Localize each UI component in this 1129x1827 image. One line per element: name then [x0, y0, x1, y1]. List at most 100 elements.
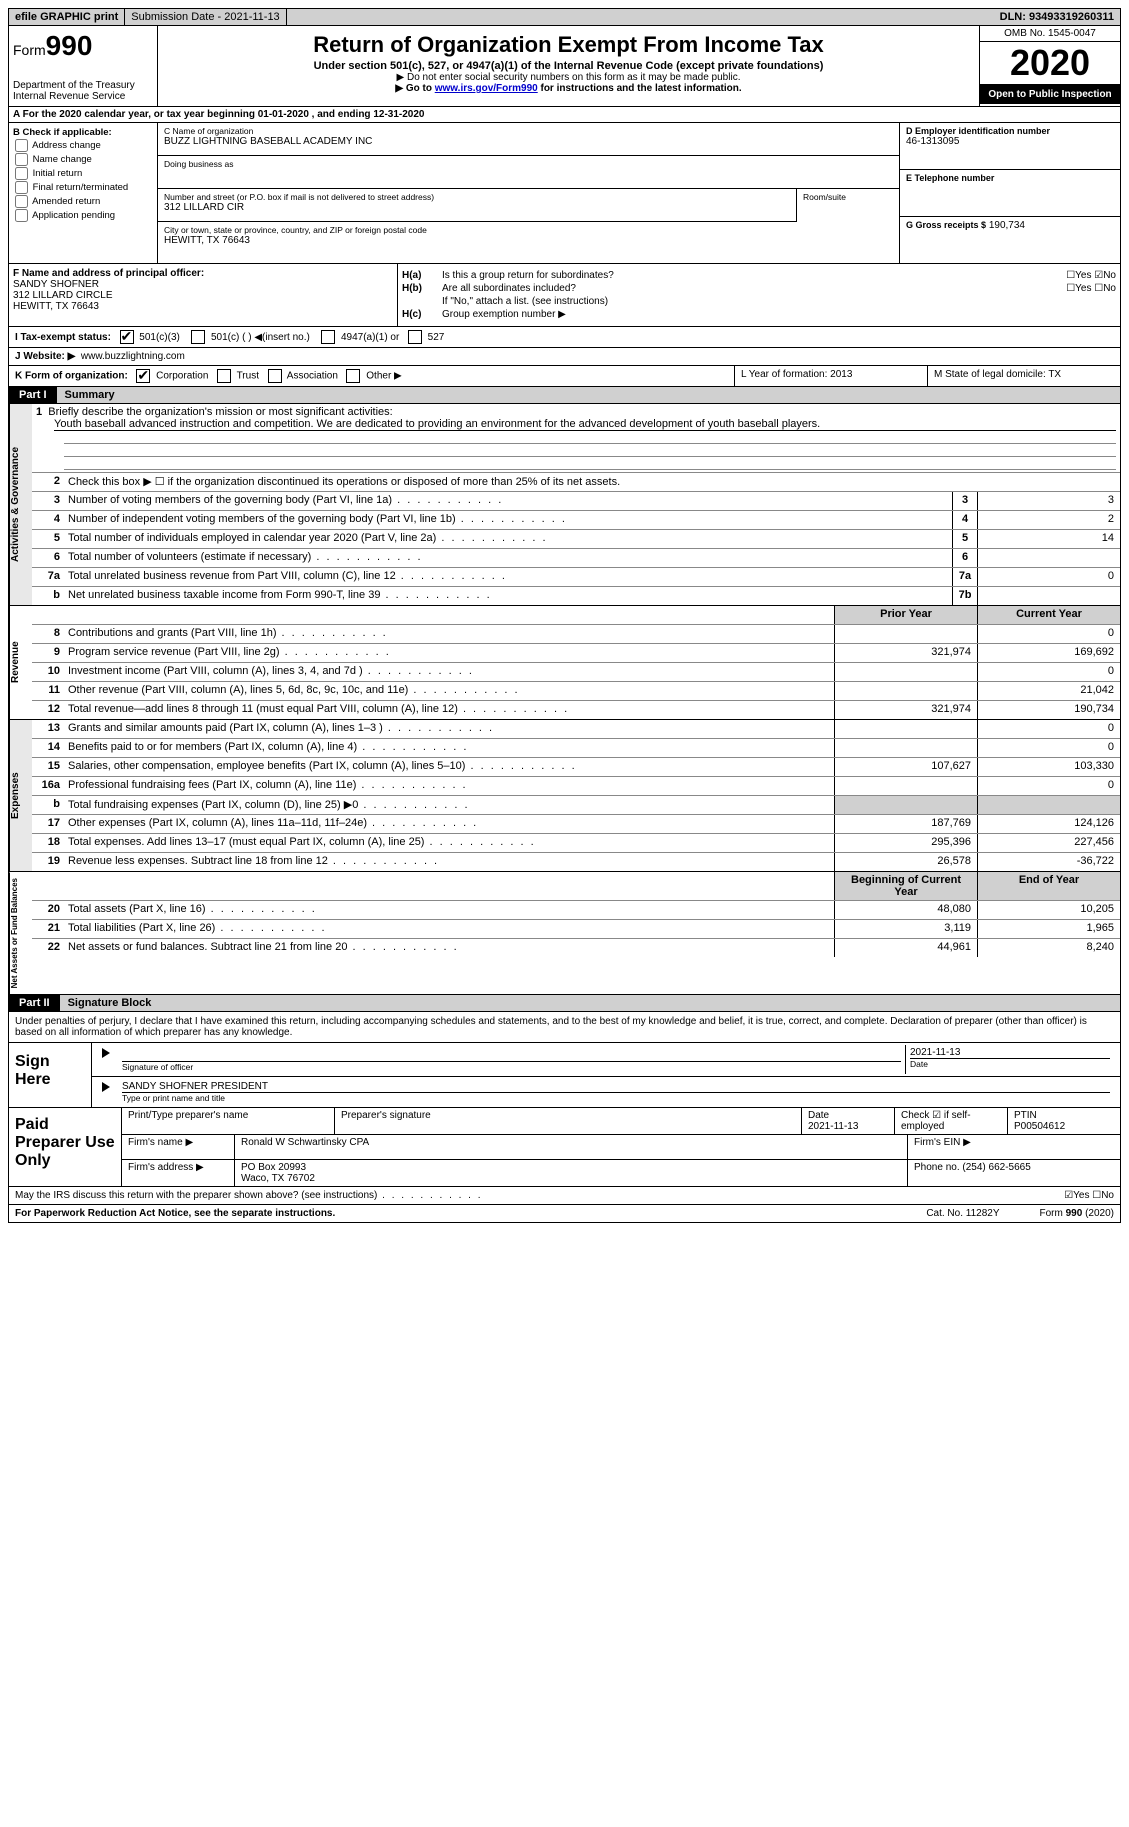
ptin-value: P00504612 — [1014, 1121, 1065, 1132]
prep-date: 2021-11-13 — [808, 1121, 858, 1132]
hb-answer[interactable]: ☐Yes ☐No — [986, 283, 1116, 294]
exp-row-b: b Total fundraising expenses (Part IX, c… — [32, 796, 1120, 815]
firm-ein-label: Firm's EIN ▶ — [908, 1135, 1120, 1159]
org-name-label: C Name of organization — [164, 126, 893, 136]
dept-treasury: Department of the Treasury Internal Reve… — [13, 80, 153, 102]
prep-date-label: Date — [808, 1110, 829, 1121]
discuss-answer[interactable]: ☑Yes ☐No — [1064, 1190, 1114, 1201]
arrow-icon — [102, 1048, 110, 1058]
tel-label: E Telephone number — [906, 173, 1114, 183]
cb-4947[interactable] — [321, 330, 335, 344]
cb-name-change[interactable]: Name change — [13, 153, 153, 166]
gov-row-5: 5 Total number of individuals employed i… — [32, 530, 1120, 549]
officer-addr2: HEWITT, TX 76643 — [13, 301, 99, 312]
form-title: Return of Organization Exempt From Incom… — [162, 32, 975, 58]
cb-assoc[interactable] — [268, 369, 282, 383]
exp-row-16a: 16a Professional fundraising fees (Part … — [32, 777, 1120, 796]
rev-row-9: 9 Program service revenue (Part VIII, li… — [32, 644, 1120, 663]
room-suite-label: Room/suite — [797, 189, 899, 222]
discuss-row: May the IRS discuss this return with the… — [8, 1187, 1121, 1205]
cb-corp[interactable] — [136, 369, 150, 383]
ha-answer[interactable]: ☐Yes ☑No — [986, 270, 1116, 281]
irs-link[interactable]: www.irs.gov/Form990 — [435, 83, 538, 94]
phone-label: Phone no. — [914, 1162, 960, 1173]
ptin-label: PTIN — [1014, 1110, 1037, 1121]
gov-row-b: b Net unrelated business taxable income … — [32, 587, 1120, 605]
rev-row-11: 11 Other revenue (Part VIII, column (A),… — [32, 682, 1120, 701]
row-a-period: A For the 2020 calendar year, or tax yea… — [8, 107, 1121, 123]
sig-date: 2021-11-13 — [910, 1047, 1110, 1058]
city-value: HEWITT, TX 76643 — [164, 235, 893, 246]
year-formation: L Year of formation: 2013 — [735, 366, 928, 386]
street-value: 312 LILLARD CIR — [164, 202, 790, 213]
rev-row-8: 8 Contributions and grants (Part VIII, l… — [32, 625, 1120, 644]
firm-addr: PO Box 20993 — [241, 1162, 306, 1173]
cb-other[interactable] — [346, 369, 360, 383]
part2-header: Part II Signature Block — [8, 995, 1121, 1012]
ein-value: 46-1313095 — [906, 136, 1114, 147]
exp-row-17: 17 Other expenses (Part IX, column (A), … — [32, 815, 1120, 834]
efile-print[interactable]: efile GRAPHIC print — [9, 9, 125, 25]
ha-label: H(a) — [402, 270, 442, 281]
dln: DLN: 93493319260311 — [994, 9, 1120, 25]
cb-501c3[interactable] — [120, 330, 134, 344]
arrow-icon — [102, 1082, 110, 1092]
prep-self-employed[interactable]: Check ☑ if self-employed — [895, 1108, 1008, 1134]
cb-527[interactable] — [408, 330, 422, 344]
city-label: City or town, state or province, country… — [164, 225, 893, 235]
gov-row-6: 6 Total number of volunteers (estimate i… — [32, 549, 1120, 568]
cb-address-change[interactable]: Address change — [13, 139, 153, 152]
col-end-year: End of Year — [977, 872, 1120, 900]
col-d-ein: D Employer identification number 46-1313… — [900, 123, 1120, 263]
ha-text: Is this a group return for subordinates? — [442, 270, 986, 281]
signature-block: Under penalties of perjury, I declare th… — [8, 1012, 1121, 1187]
col-c-org-info: C Name of organization BUZZ LIGHTNING BA… — [158, 123, 900, 263]
sign-here-label: Sign Here — [9, 1043, 92, 1107]
phone-value: (254) 662-5665 — [962, 1162, 1030, 1173]
exp-row-13: 13 Grants and similar amounts paid (Part… — [32, 720, 1120, 739]
firm-addr2: Waco, TX 76702 — [241, 1173, 315, 1184]
goto-note: ▶ Go to www.irs.gov/Form990 for instruct… — [162, 83, 975, 94]
form-number: Form990 — [13, 30, 153, 62]
cat-no: Cat. No. 11282Y — [926, 1208, 999, 1219]
na-row-20: 20 Total assets (Part X, line 16) 48,080… — [32, 901, 1120, 920]
gov-row-3: 3 Number of voting members of the govern… — [32, 492, 1120, 511]
top-bar: efile GRAPHIC print Submission Date - 20… — [8, 8, 1121, 26]
hb-text: Are all subordinates included? — [442, 283, 986, 294]
mission-label: Briefly describe the organization's miss… — [48, 406, 392, 418]
col-beginning-year: Beginning of Current Year — [834, 872, 977, 900]
cb-amended-return[interactable]: Amended return — [13, 195, 153, 208]
cb-501c[interactable] — [191, 330, 205, 344]
exp-row-19: 19 Revenue less expenses. Subtract line … — [32, 853, 1120, 871]
expenses-section: Expenses 13 Grants and similar amounts p… — [8, 720, 1121, 872]
col-current-year: Current Year — [977, 606, 1120, 624]
hc-label: H(c) — [402, 309, 442, 320]
firm-addr-label: Firm's address ▶ — [122, 1160, 235, 1186]
cb-initial-return[interactable]: Initial return — [13, 167, 153, 180]
officer-name: SANDY SHOFNER — [13, 279, 99, 290]
gov-row-4: 4 Number of independent voting members o… — [32, 511, 1120, 530]
gov-row-7a: 7a Total unrelated business revenue from… — [32, 568, 1120, 587]
ein-label: D Employer identification number — [906, 126, 1114, 136]
cb-trust[interactable] — [217, 369, 231, 383]
public-inspection: Open to Public Inspection — [980, 85, 1120, 104]
hb-label: H(b) — [402, 283, 442, 294]
line2-text: Check this box ▶ ☐ if the organization d… — [64, 473, 1120, 491]
officer-addr1: 312 LILLARD CIRCLE — [13, 290, 113, 301]
cb-final-return[interactable]: Final return/terminated — [13, 181, 153, 194]
submission-date: Submission Date - 2021-11-13 — [125, 9, 286, 25]
rev-row-12: 12 Total revenue—add lines 8 through 11 … — [32, 701, 1120, 719]
cb-application-pending[interactable]: Application pending — [13, 209, 153, 222]
omb-number: OMB No. 1545-0047 — [980, 26, 1120, 42]
dba-label: Doing business as — [164, 159, 893, 169]
gross-value: 190,734 — [989, 220, 1025, 231]
firm-name: Ronald W Schwartinsky CPA — [235, 1135, 908, 1159]
na-row-22: 22 Net assets or fund balances. Subtract… — [32, 939, 1120, 957]
vtab-revenue: Revenue — [9, 606, 32, 719]
prep-sig-hdr: Preparer's signature — [335, 1108, 802, 1134]
section-fh: F Name and address of principal officer:… — [8, 264, 1121, 327]
form-header: Form990 Department of the Treasury Inter… — [8, 26, 1121, 107]
k-lm-row: K Form of organization: Corporation Trus… — [8, 366, 1121, 387]
firm-name-label: Firm's name ▶ — [122, 1135, 235, 1159]
prep-name-hdr: Print/Type preparer's name — [122, 1108, 335, 1134]
